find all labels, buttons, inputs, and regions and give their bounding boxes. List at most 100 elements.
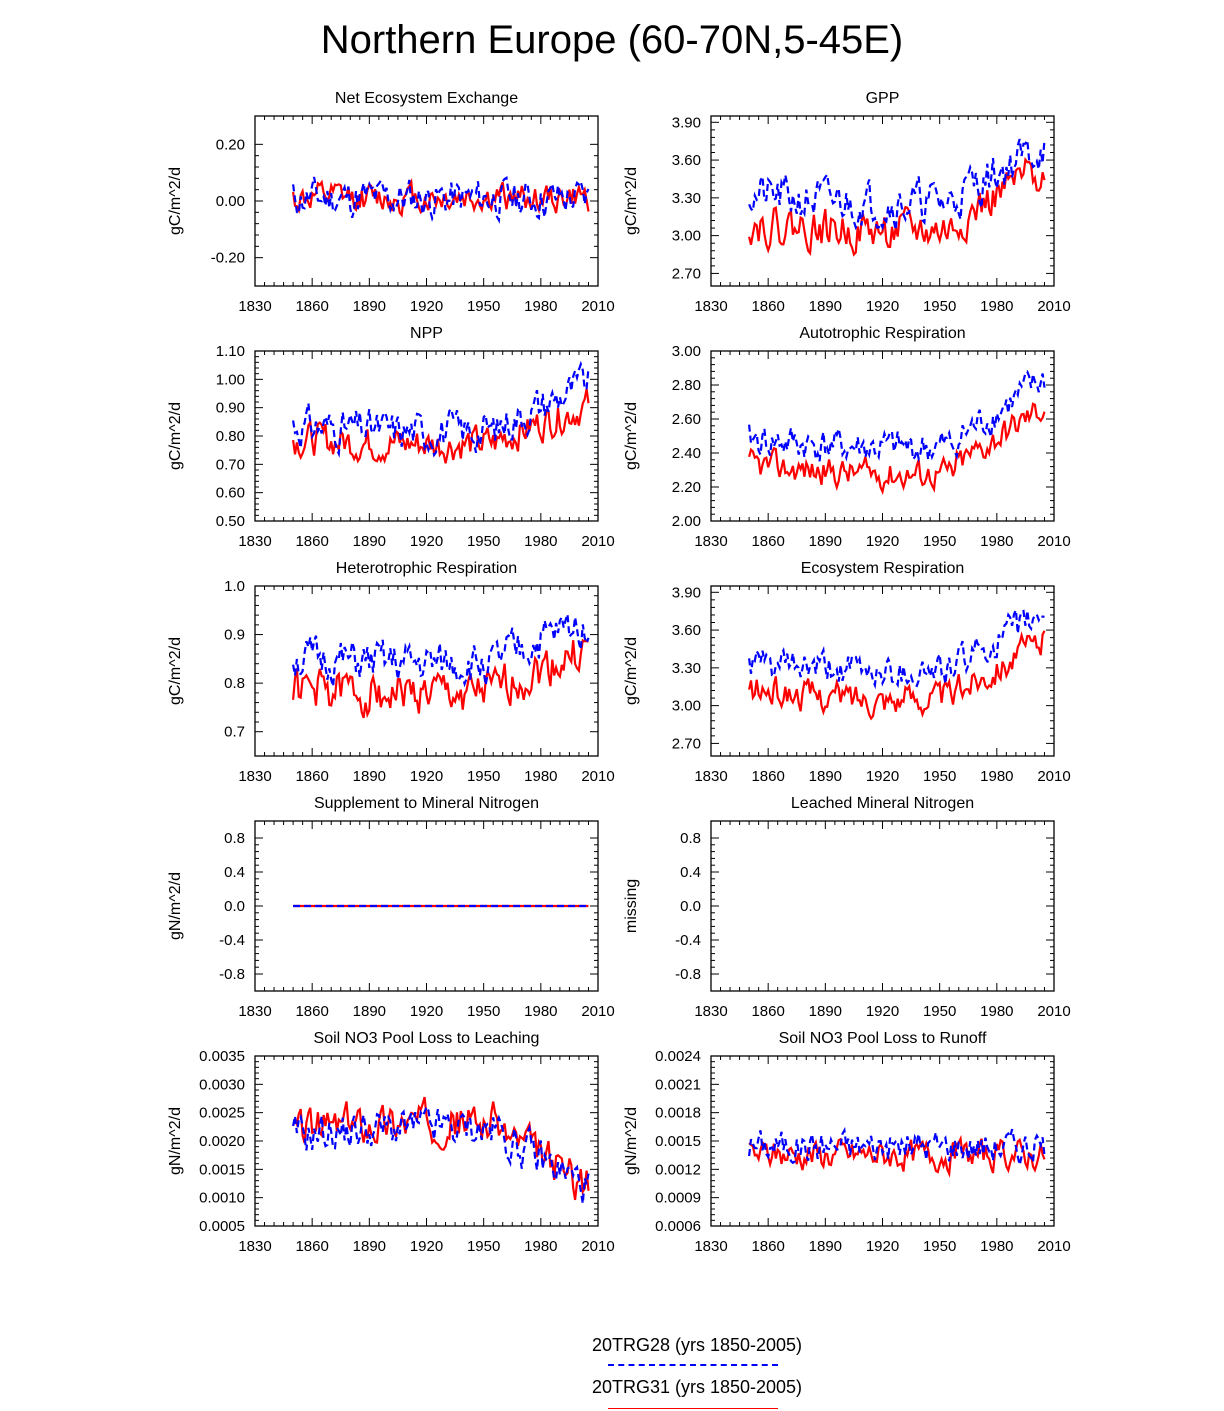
y-tick-label: 0.0012: [655, 1161, 701, 1178]
y-tick-label: 0.0006: [655, 1218, 701, 1235]
x-tick-label: 1830: [238, 768, 271, 785]
x-tick-label: 1980: [980, 1238, 1013, 1255]
x-tick-label: 2010: [1037, 768, 1070, 785]
chart-title: Autotrophic Respiration: [799, 325, 965, 342]
x-tick-label: 1830: [694, 768, 727, 785]
y-tick-label: 1.00: [216, 371, 245, 388]
chart-panel-2: GPP gC/m^2/d 1830 1860 1890 1920 1950 1980 2010 2…: [623, 90, 1071, 315]
chart-title: Soil NO3 Pool Loss to Runoff: [779, 1030, 987, 1047]
y-tick-label: 0.4: [224, 864, 245, 881]
x-tick-label: 1890: [353, 533, 386, 550]
y-tick-label: 3.60: [672, 622, 701, 639]
y-tick-label: 3.00: [672, 228, 701, 245]
chart-panel-3: NPP gC/m^2/d 1830 1860 1890 1920 1950 1980 2010 0…: [167, 325, 615, 550]
y-tick-label: 3.90: [672, 114, 701, 131]
y-tick-label: 2.60: [672, 411, 701, 428]
x-tick-label: 1890: [809, 768, 842, 785]
y-axis-label: gN/m^2/d: [167, 872, 184, 940]
chart-panel-9: Soil NO3 Pool Loss to Leaching gN/m^2/d 18…: [167, 1030, 615, 1255]
x-tick-label: 1830: [694, 1003, 727, 1020]
x-tick-label: 1890: [809, 1238, 842, 1255]
x-tick-label: 1860: [295, 298, 328, 315]
y-tick-label: 3.30: [672, 190, 701, 207]
x-tick-label: 1920: [866, 298, 899, 315]
chart-title: NPP: [410, 325, 443, 342]
chart-title: Leached Mineral Nitrogen: [791, 795, 974, 812]
x-tick-label: 1890: [353, 1003, 386, 1020]
x-tick-label: 2010: [581, 768, 614, 785]
y-tick-label: 0.9: [224, 627, 245, 644]
y-tick-label: -0.4: [219, 932, 245, 949]
y-tick-label: 3.00: [672, 698, 701, 715]
x-tick-label: 1860: [751, 1238, 784, 1255]
y-tick-label: 2.70: [672, 265, 701, 282]
plot-frame: [254, 585, 599, 757]
y-tick-label: 0.60: [216, 485, 245, 502]
y-tick-label: 0.0024: [655, 1048, 701, 1065]
x-tick-label: 2010: [1037, 1238, 1070, 1255]
x-tick-label: 1950: [923, 1238, 956, 1255]
x-tick-label: 1860: [295, 533, 328, 550]
x-tick-label: 1920: [866, 768, 899, 785]
y-tick-label: 0.0035: [199, 1048, 245, 1065]
y-tick-label: -0.8: [219, 966, 245, 983]
x-tick-label: 1980: [980, 1003, 1013, 1020]
x-tick-label: 1830: [238, 1238, 271, 1255]
chart-panel-1: Net Ecosystem Exchange gC/m^2/d 1830 1860 18…: [167, 90, 615, 315]
y-tick-label: 0.0: [224, 898, 245, 915]
x-tick-label: 1980: [524, 533, 557, 550]
series-line-20trg31: [748, 630, 1046, 721]
y-axis-label: gC/m^2/d: [167, 637, 184, 705]
y-tick-label: 0.8: [224, 675, 245, 692]
y-axis-label: gN/m^2/d: [623, 1107, 640, 1175]
x-tick-label: 1950: [467, 768, 500, 785]
y-tick-label: 0.90: [216, 400, 245, 417]
x-tick-label: 1860: [295, 768, 328, 785]
y-tick-label: 0.00: [216, 193, 245, 210]
y-tick-label: 0.0: [680, 898, 701, 915]
chart-title: Net Ecosystem Exchange: [335, 90, 518, 107]
y-axis-label: gC/m^2/d: [623, 167, 640, 235]
x-tick-label: 1950: [923, 298, 956, 315]
y-tick-label: 2.40: [672, 445, 701, 462]
x-tick-label: 1890: [353, 298, 386, 315]
x-tick-label: 1950: [467, 533, 500, 550]
chart-title: Heterotrophic Respiration: [336, 560, 517, 577]
y-tick-label: 0.8: [680, 830, 701, 847]
y-tick-label: 0.8: [224, 830, 245, 847]
x-tick-label: 1920: [410, 1003, 443, 1020]
y-tick-label: 3.00: [672, 343, 701, 360]
x-tick-label: 2010: [1037, 1003, 1070, 1020]
x-tick-label: 2010: [1037, 298, 1070, 315]
y-tick-label: 2.80: [672, 377, 701, 394]
chart-panel-8: Leached Mineral Nitrogen missing 1830 1860 1…: [623, 795, 1071, 1020]
x-tick-label: 1950: [467, 1238, 500, 1255]
x-tick-label: 1830: [694, 1238, 727, 1255]
x-tick-label: 1980: [524, 1003, 557, 1020]
chart-panel-4: Autotrophic Respiration gC/m^2/d 1830 1860 1…: [623, 325, 1071, 550]
series-line-20trg28: [748, 136, 1046, 231]
chart-title: GPP: [866, 90, 900, 107]
y-tick-label: 2.70: [672, 735, 701, 752]
x-tick-label: 1920: [410, 533, 443, 550]
x-tick-label: 1920: [410, 768, 443, 785]
legend-line-20trg31: [608, 1408, 778, 1409]
x-tick-label: 2010: [581, 298, 614, 315]
y-axis-label: gC/m^2/d: [623, 637, 640, 705]
y-tick-label: -0.20: [211, 250, 245, 267]
chart-panel-6: Ecosystem Respiration gC/m^2/d 1830 1860 189…: [623, 560, 1071, 785]
y-tick-label: 0.0021: [655, 1076, 701, 1093]
x-tick-label: 1980: [524, 1238, 557, 1255]
chart-panel-10: Soil NO3 Pool Loss to Runoff gN/m^2/d 1830…: [623, 1030, 1071, 1255]
page-title: Northern Europe (60-70N,5-45E): [320, 18, 904, 62]
y-tick-label: 0.0015: [199, 1161, 245, 1178]
x-tick-label: 1980: [980, 533, 1013, 550]
y-tick-label: 3.60: [672, 152, 701, 169]
series-line-20trg28: [748, 1126, 1046, 1166]
x-tick-label: 1830: [694, 298, 727, 315]
chart-grid: Net Ecosystem Exchange gC/m^2/d 1830 1860 18…: [167, 90, 1071, 1255]
legend-label-20trg28: 20TRG28 (yrs 1850-2005): [591, 1335, 803, 1355]
y-tick-label: 1.0: [224, 578, 245, 595]
x-tick-label: 1830: [238, 298, 271, 315]
x-tick-label: 1860: [751, 768, 784, 785]
